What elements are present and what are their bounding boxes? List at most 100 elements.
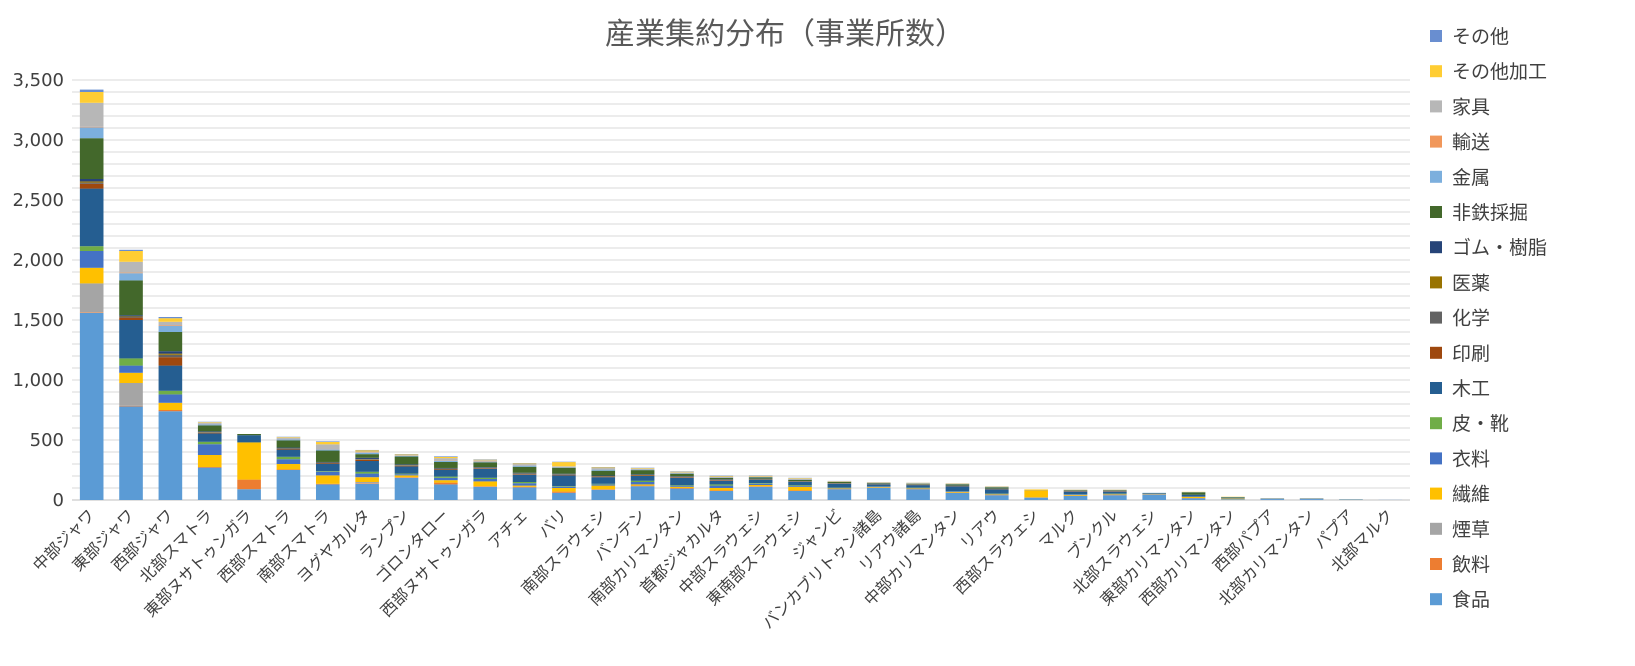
bar-segment	[552, 473, 576, 475]
bar-segment	[630, 485, 655, 487]
bar-segment	[709, 484, 734, 486]
bar-segment	[906, 483, 930, 485]
bar-segment	[276, 440, 301, 448]
bar-segment	[984, 495, 1009, 500]
bar-segment	[434, 476, 458, 478]
bar-segment	[866, 488, 891, 500]
bar-segment	[630, 468, 655, 470]
bar-segment	[1103, 493, 1127, 495]
bar-segment	[512, 486, 537, 488]
legend-swatch	[1430, 558, 1442, 570]
bar-segment	[394, 454, 419, 456]
bar-segment	[197, 432, 222, 433]
bar-segment	[866, 483, 891, 484]
bar-segment	[315, 462, 340, 464]
bar-segment	[866, 486, 891, 488]
bar-segment	[394, 473, 419, 475]
bar-segment	[473, 462, 498, 468]
bar-segment	[552, 491, 576, 493]
bar-segment	[473, 467, 498, 468]
bar-segment	[630, 482, 655, 485]
bar-segment	[473, 468, 498, 478]
bar-segment	[473, 468, 498, 469]
legend-swatch	[1430, 30, 1442, 42]
bar-segment	[355, 454, 379, 458]
legend-label: 非鉄採掘	[1452, 202, 1528, 224]
bar-segment	[119, 273, 143, 281]
bar-segment	[512, 482, 537, 484]
legend-swatch	[1430, 593, 1442, 606]
bar-segment	[512, 463, 537, 465]
bar-segment	[709, 476, 734, 478]
legend-label: 化学	[1452, 308, 1490, 330]
bar-segment	[79, 89, 104, 92]
bar-segment	[788, 486, 812, 491]
bar-segment	[591, 470, 616, 476]
bar-segment	[119, 372, 143, 383]
bar-segment	[827, 489, 852, 500]
bar-segment	[315, 441, 340, 442]
bar-segment	[119, 315, 143, 317]
bar-segment	[276, 449, 301, 457]
bar-segment	[276, 439, 301, 441]
legend-swatch	[1430, 100, 1442, 113]
bar-segment	[945, 491, 970, 492]
legend-label: 衣料	[1452, 448, 1490, 470]
bar-segment	[1063, 494, 1088, 495]
y-tick-label: 500	[30, 430, 64, 451]
bar-segment	[827, 483, 852, 488]
bar-segment	[394, 466, 419, 474]
bar-segment	[276, 448, 301, 449]
bar-segment	[945, 486, 970, 492]
bar-segment	[197, 441, 222, 445]
bar-segment	[276, 459, 301, 464]
bar-segment	[119, 317, 143, 318]
bar-segment	[709, 475, 734, 477]
bar-segment	[788, 485, 812, 486]
legend-swatch	[1430, 65, 1442, 78]
bar-segment	[394, 455, 419, 457]
bar-segment	[670, 488, 694, 500]
bar-segment	[79, 102, 104, 127]
bar-segment	[748, 483, 773, 484]
bar-segment	[119, 405, 143, 407]
bar-segment	[709, 491, 734, 500]
bar-segment	[434, 461, 458, 468]
bar-segment	[827, 481, 852, 484]
bar-segment	[1024, 497, 1048, 500]
bar-segment	[197, 422, 222, 423]
x-axis-categories: 中部ジャワ東部ジャワ西部ジャワ北部スマトラ東部ヌサトゥンガラ西部スマトラ南部スマ…	[29, 505, 1397, 632]
bar-segment	[434, 456, 458, 457]
bar-segment	[945, 484, 970, 486]
legend-swatch	[1430, 452, 1442, 465]
bar-segment	[788, 485, 812, 487]
y-tick-label: 3,500	[12, 70, 64, 91]
bar-segment	[1181, 496, 1206, 498]
bar-segment	[1103, 491, 1127, 494]
bar-segment	[1063, 490, 1088, 491]
bar-segment	[237, 479, 261, 490]
bar-segment	[197, 444, 222, 455]
bar-segment	[1221, 499, 1245, 500]
bar-segment	[788, 490, 812, 491]
bar-segment	[670, 485, 694, 487]
bar-segment	[1181, 492, 1206, 495]
bar-segment	[158, 357, 183, 366]
bar-segment	[552, 488, 576, 492]
bar-segment	[276, 469, 301, 470]
legend-swatch	[1430, 241, 1442, 254]
bar-segment	[197, 425, 222, 432]
legend-swatch	[1430, 487, 1442, 500]
bar-segment	[158, 402, 183, 410]
bar-segment	[591, 469, 616, 471]
bar-segment	[512, 464, 537, 466]
bar-segment	[434, 456, 458, 459]
bar-segment	[276, 449, 301, 450]
legend-swatch	[1430, 135, 1442, 148]
bar-segment	[158, 353, 183, 355]
y-tick-label: 2,000	[12, 250, 64, 271]
bar-segment	[276, 437, 301, 438]
legend-label: 家具	[1452, 96, 1490, 118]
bar-segment	[591, 468, 616, 470]
